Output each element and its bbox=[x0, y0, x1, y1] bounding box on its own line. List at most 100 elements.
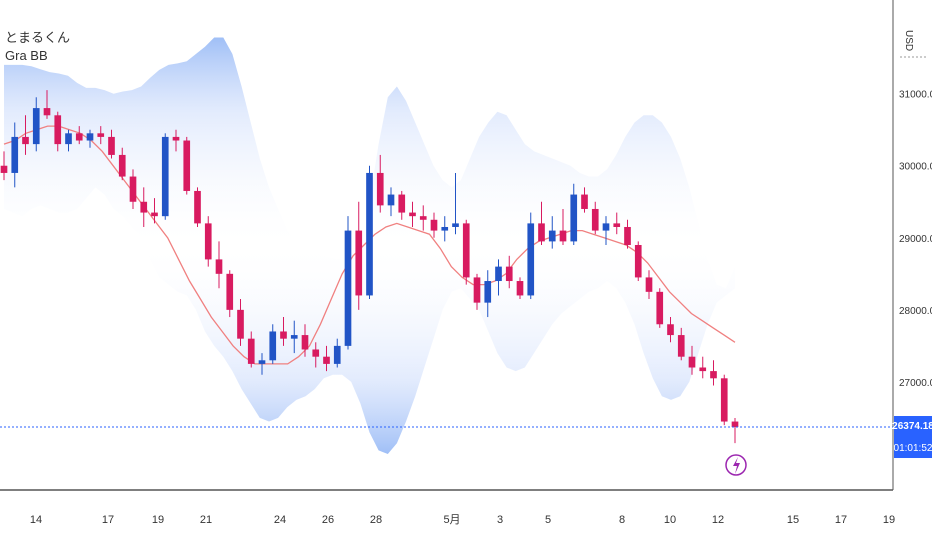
candle-body bbox=[333, 345, 341, 364]
candle-body bbox=[656, 291, 664, 325]
candle bbox=[280, 317, 287, 346]
candle-body bbox=[43, 108, 51, 116]
y-tick-label: 28000.00 bbox=[899, 306, 932, 317]
candle bbox=[548, 216, 556, 249]
candle-body bbox=[376, 172, 384, 206]
candle bbox=[129, 169, 137, 209]
candle-body bbox=[247, 338, 255, 364]
candle bbox=[527, 212, 535, 300]
candle-body bbox=[602, 223, 610, 231]
candle-body bbox=[624, 226, 631, 245]
candle-body bbox=[430, 219, 438, 231]
candle-body bbox=[301, 335, 309, 350]
last-price-value: 26374.18 bbox=[892, 421, 932, 432]
candle-body bbox=[204, 223, 212, 260]
candle bbox=[258, 353, 266, 375]
candle bbox=[355, 201, 363, 310]
price-badge-bg bbox=[894, 416, 932, 459]
candle-body bbox=[280, 331, 287, 339]
candle-body bbox=[344, 230, 352, 346]
candle bbox=[140, 187, 148, 227]
x-tick-label: 5月 bbox=[443, 514, 460, 526]
candle-body bbox=[151, 212, 158, 217]
candle bbox=[624, 219, 631, 249]
candle bbox=[247, 331, 255, 368]
candle bbox=[22, 115, 29, 155]
candle bbox=[441, 216, 449, 242]
candle-body bbox=[710, 371, 717, 379]
candle-body bbox=[462, 223, 470, 278]
candle-body bbox=[129, 176, 137, 202]
candle-body bbox=[645, 277, 653, 292]
x-tick-label: 12 bbox=[712, 514, 724, 526]
candle bbox=[97, 126, 105, 145]
y-tick-label: 29000.00 bbox=[899, 234, 932, 245]
candle-body bbox=[527, 223, 535, 296]
candle bbox=[32, 97, 40, 152]
candle bbox=[151, 198, 158, 224]
candle bbox=[215, 241, 223, 289]
candle-body bbox=[387, 194, 395, 206]
x-tick-label: 15 bbox=[787, 514, 799, 526]
candle bbox=[430, 212, 438, 238]
candle-body bbox=[419, 216, 427, 220]
candle-body bbox=[86, 133, 94, 141]
candle-body bbox=[226, 273, 234, 310]
candle bbox=[237, 299, 244, 346]
candle bbox=[204, 216, 212, 267]
candle bbox=[11, 122, 19, 188]
candle bbox=[290, 320, 298, 354]
x-tick-label: 3 bbox=[497, 514, 503, 526]
candle-body bbox=[731, 421, 739, 428]
candle bbox=[108, 129, 115, 159]
countdown-timer: 01:01:52 bbox=[894, 443, 932, 454]
candle-body bbox=[688, 356, 696, 368]
candle bbox=[516, 277, 524, 300]
event-marker[interactable] bbox=[725, 454, 747, 476]
candle bbox=[581, 187, 588, 213]
candle bbox=[333, 338, 341, 368]
lightning-icon[interactable] bbox=[733, 457, 740, 474]
candle bbox=[473, 273, 481, 310]
candle-body bbox=[581, 194, 588, 209]
candle bbox=[677, 327, 685, 361]
candle-body bbox=[0, 165, 8, 173]
candle bbox=[484, 270, 492, 318]
candle-body bbox=[32, 108, 40, 145]
candle-body bbox=[473, 277, 481, 303]
candle-body bbox=[215, 259, 223, 274]
axes-layer: USD 31000.00 30000.00 29000.00 28000.00 27000… bbox=[0, 0, 932, 526]
candle bbox=[226, 270, 234, 318]
candle bbox=[366, 165, 373, 300]
candle bbox=[194, 187, 201, 227]
candle bbox=[75, 126, 83, 145]
candle bbox=[323, 345, 330, 372]
x-tick-label: 14 bbox=[30, 514, 42, 526]
candle-body bbox=[591, 208, 599, 231]
candle-body bbox=[118, 154, 126, 177]
candle bbox=[505, 255, 513, 289]
candle bbox=[419, 205, 427, 231]
x-tick-label: 5 bbox=[545, 514, 551, 526]
last-price-badge: 26374.18 01:01:52 bbox=[892, 416, 932, 459]
candle-body bbox=[22, 136, 29, 145]
candle bbox=[591, 201, 599, 235]
y-tick-label: 30000.00 bbox=[899, 162, 932, 173]
candle-body bbox=[409, 212, 416, 217]
candle-body bbox=[548, 230, 556, 242]
candle-body bbox=[452, 223, 459, 227]
candle-body bbox=[140, 201, 148, 213]
candle-body bbox=[11, 136, 19, 173]
candle-body bbox=[495, 266, 502, 282]
candle bbox=[720, 374, 728, 426]
candle bbox=[301, 324, 309, 357]
x-tick-label: 8 bbox=[619, 514, 625, 526]
candle bbox=[602, 216, 610, 245]
indicator-name: Gra BB bbox=[5, 48, 48, 63]
candle bbox=[344, 216, 352, 350]
candle bbox=[538, 201, 545, 245]
candle-body bbox=[312, 349, 320, 357]
candles-layer bbox=[0, 90, 739, 444]
